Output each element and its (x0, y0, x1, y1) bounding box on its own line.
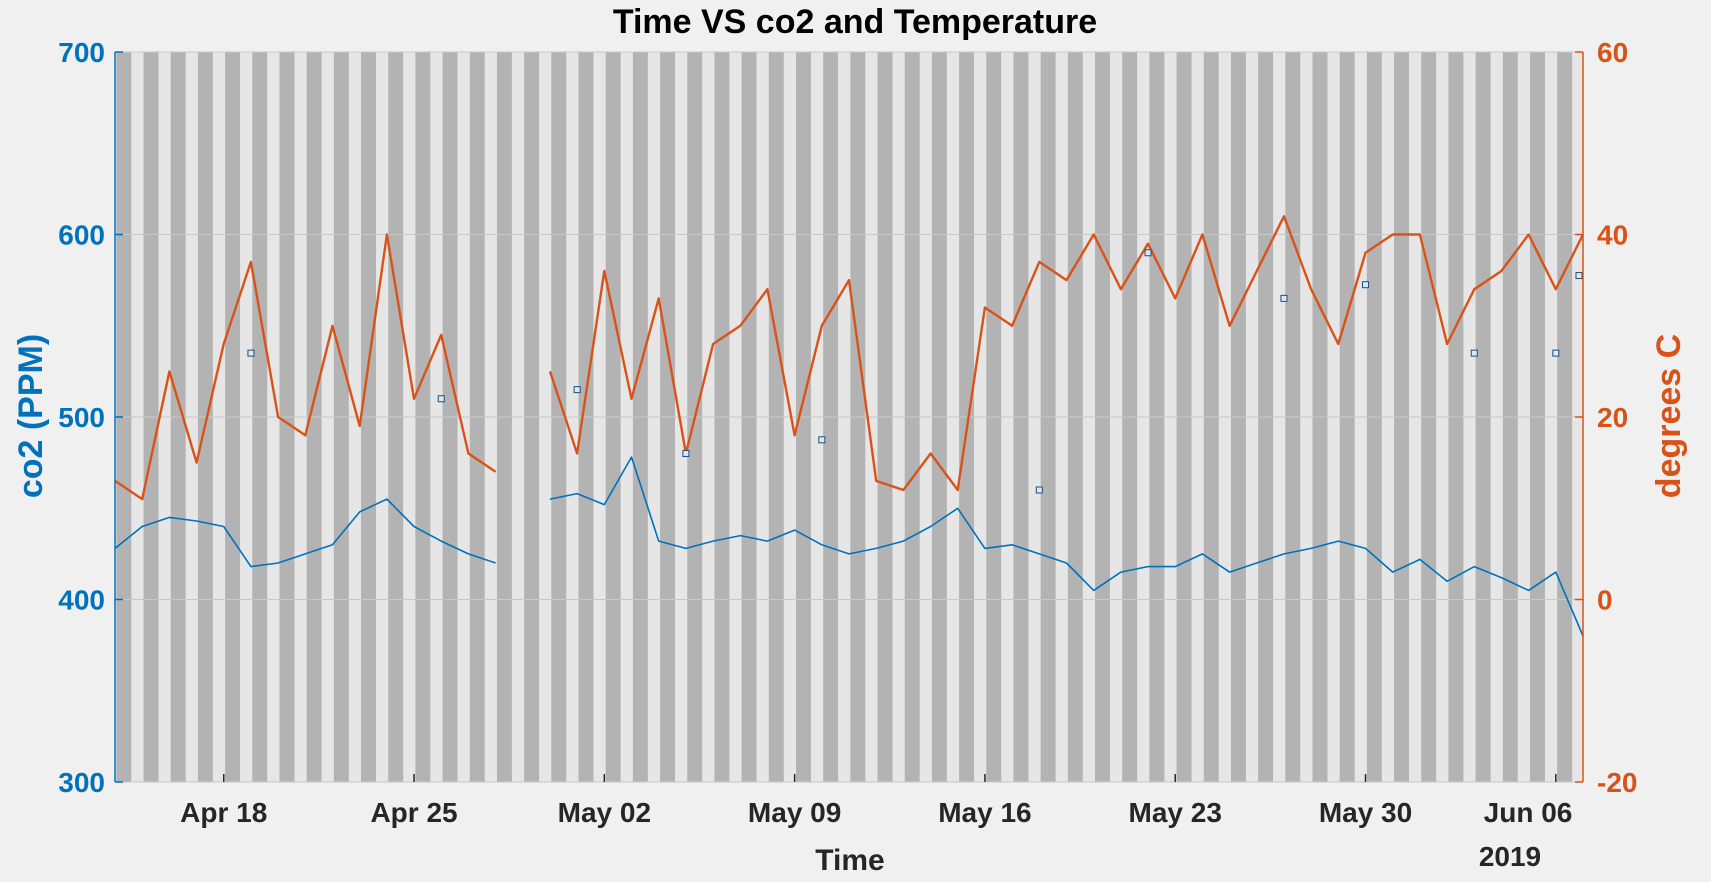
temperature-series-line (114, 233, 497, 501)
y-right-tick-label: 60 (1597, 37, 1628, 68)
datatip-marker (247, 349, 255, 357)
x-tick-label: May 09 (748, 797, 841, 828)
x-tick-label: Apr 25 (370, 797, 457, 828)
datatip-marker (437, 395, 445, 403)
co2-series-line (549, 456, 1584, 637)
x-axis-year-label: 2019 (1479, 841, 1541, 872)
datatip-marker (818, 436, 826, 444)
gridlines-group (115, 51, 1583, 783)
x-tick-label: Apr 18 (180, 797, 267, 828)
x-tick-label: May 30 (1319, 797, 1412, 828)
datatip-markers-group (247, 249, 1583, 494)
y-left-axis-label: co2 (PPM) (12, 334, 50, 498)
chart-title: Time VS co2 and Temperature (613, 3, 1097, 41)
datatip-marker (1144, 249, 1152, 257)
series-layer (114, 215, 1585, 637)
temperature-series-line (548, 215, 1585, 492)
datatip-marker (682, 450, 690, 457)
datatip-marker (1362, 281, 1370, 289)
y-right-tick-label: 20 (1597, 402, 1628, 433)
x-tick-label: May 23 (1129, 797, 1222, 828)
y-left-tick-label: 300 (58, 767, 105, 798)
x-tick-label: Jun 06 (1484, 797, 1573, 828)
axes-group: 300 400 500 600 700 -20 0 20 40 60 Apr 18 Apr 25 May… (58, 37, 1637, 828)
co2-series-line (114, 498, 496, 568)
y-right-tick-label: 0 (1597, 585, 1613, 616)
y-right-axis-label: degrees C (1650, 334, 1688, 498)
x-axis-label: Time (815, 844, 884, 877)
datatip-marker (1552, 349, 1560, 357)
datatip-marker (1035, 486, 1043, 494)
y-left-tick-label: 400 (58, 585, 105, 616)
datatip-marker (1575, 272, 1583, 280)
y-left-tick-label: 700 (58, 37, 105, 68)
datatip-marker (1470, 349, 1478, 357)
x-tick-label: May 02 (558, 797, 651, 828)
y-right-tick-label: -20 (1597, 767, 1637, 798)
x-tick-label: May 16 (938, 797, 1031, 828)
y-right-tick-label: 40 (1597, 220, 1628, 251)
datatip-marker (1280, 294, 1288, 302)
datatip-marker (573, 386, 581, 394)
y-left-tick-label: 500 (58, 402, 105, 433)
y-left-tick-label: 600 (58, 220, 105, 251)
